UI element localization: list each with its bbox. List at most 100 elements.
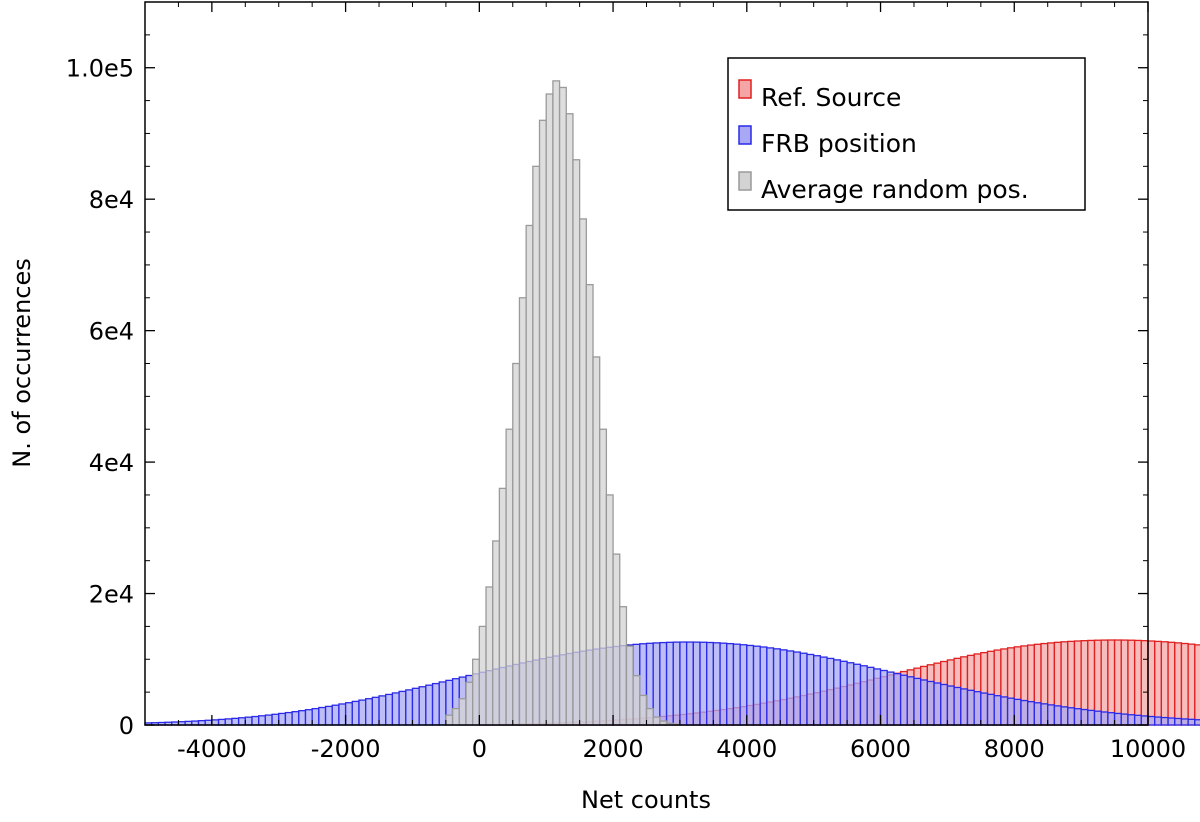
bar-frb-position bbox=[933, 682, 942, 726]
bar-frb-position bbox=[271, 713, 280, 726]
bar-frb-position bbox=[953, 686, 962, 726]
legend-box bbox=[727, 57, 1086, 211]
bar-frb-position bbox=[1020, 699, 1029, 726]
bar-frb-position bbox=[338, 703, 347, 726]
bar-frb-position bbox=[1080, 708, 1089, 726]
bar-frb-position bbox=[712, 642, 721, 726]
legend-swatch-random-pos bbox=[738, 171, 752, 191]
bar-ref-source bbox=[1194, 644, 1200, 726]
legend-label-ref-source: Ref. Source bbox=[761, 83, 901, 112]
bar-frb-position bbox=[893, 673, 902, 726]
legend-label-random-pos: Average random pos. bbox=[761, 175, 1029, 204]
bar-frb-position bbox=[739, 644, 748, 726]
bar-frb-position bbox=[779, 649, 788, 726]
bar-random-pos bbox=[445, 714, 454, 726]
bar-frb-position bbox=[786, 650, 795, 726]
bar-frb-position bbox=[652, 642, 661, 726]
bar-frb-position bbox=[879, 669, 888, 726]
y-axis-title: N. of occurrences bbox=[8, 258, 36, 467]
bar-frb-position bbox=[278, 712, 287, 726]
bar-random-pos bbox=[451, 707, 460, 726]
bar-frb-position bbox=[1127, 714, 1136, 726]
bar-random-pos bbox=[632, 675, 641, 726]
bar-random-pos bbox=[512, 362, 521, 726]
bar-frb-position bbox=[986, 693, 995, 726]
bar-random-pos bbox=[645, 707, 654, 726]
bar-frb-position bbox=[358, 699, 367, 726]
bar-frb-position bbox=[1133, 714, 1142, 726]
legend-swatch-frb-position bbox=[738, 125, 752, 145]
bar-random-pos bbox=[552, 80, 561, 726]
bar-frb-position bbox=[853, 663, 862, 726]
bar-ref-source bbox=[1160, 641, 1169, 726]
bar-random-pos bbox=[558, 86, 567, 726]
bar-frb-position bbox=[886, 671, 895, 726]
bar-frb-position bbox=[926, 680, 935, 726]
bar-random-pos bbox=[532, 165, 541, 726]
bar-frb-position bbox=[298, 710, 307, 726]
bar-frb-position bbox=[726, 642, 735, 726]
legend: Ref. Source FRB position Average random po… bbox=[727, 57, 1086, 211]
bar-frb-position bbox=[1053, 705, 1062, 726]
bar-frb-position bbox=[311, 707, 320, 726]
bar-random-pos bbox=[465, 681, 474, 726]
x-tick-label: 8000 bbox=[984, 735, 1045, 763]
bar-frb-position bbox=[425, 684, 434, 726]
bar-random-pos bbox=[605, 494, 614, 726]
y-tick-label: 6e4 bbox=[89, 318, 134, 346]
bar-frb-position bbox=[418, 686, 427, 726]
bar-frb-position bbox=[1047, 704, 1056, 726]
bar-frb-position bbox=[906, 676, 915, 726]
bar-frb-position bbox=[839, 660, 848, 726]
bar-random-pos bbox=[599, 428, 608, 726]
bar-frb-position bbox=[873, 668, 882, 726]
bar-frb-position bbox=[980, 692, 989, 726]
bar-frb-position bbox=[752, 645, 761, 726]
bar-ref-source bbox=[1133, 639, 1142, 726]
bar-random-pos bbox=[565, 113, 574, 726]
bar-frb-position bbox=[431, 682, 440, 726]
bar-random-pos bbox=[478, 625, 487, 726]
bar-frb-position bbox=[1140, 715, 1149, 726]
bar-frb-position bbox=[940, 683, 949, 726]
bar-random-pos bbox=[458, 698, 467, 726]
x-tick-label: -4000 bbox=[177, 735, 247, 763]
bar-frb-position bbox=[351, 700, 360, 726]
bar-frb-position bbox=[1040, 703, 1049, 726]
bar-random-pos bbox=[639, 694, 648, 726]
bar-frb-position bbox=[692, 641, 701, 726]
bar-frb-position bbox=[231, 717, 240, 726]
bar-frb-position bbox=[806, 653, 815, 726]
bar-ref-source bbox=[1154, 640, 1163, 726]
bar-frb-position bbox=[438, 681, 447, 726]
bar-frb-position bbox=[1167, 717, 1176, 726]
bar-frb-position bbox=[385, 693, 394, 726]
bar-random-pos bbox=[572, 159, 581, 726]
bar-frb-position bbox=[1073, 708, 1082, 726]
bar-frb-position bbox=[866, 666, 875, 726]
bar-random-pos bbox=[585, 283, 594, 726]
y-tick-label: 4e4 bbox=[89, 449, 134, 477]
bar-ref-source bbox=[1167, 641, 1176, 726]
y-tick-label: 0 bbox=[119, 712, 134, 740]
x-tick-label: -2000 bbox=[311, 735, 381, 763]
bar-frb-position bbox=[993, 695, 1002, 726]
bar-random-pos bbox=[592, 356, 601, 726]
bar-random-pos bbox=[518, 297, 527, 726]
bar-frb-position bbox=[826, 657, 835, 726]
bar-frb-position bbox=[365, 698, 374, 726]
bar-frb-position bbox=[244, 716, 253, 726]
bar-frb-position bbox=[706, 641, 715, 726]
x-tick-label: 6000 bbox=[850, 735, 911, 763]
x-tick-label: 4000 bbox=[716, 735, 777, 763]
bar-ref-source bbox=[1120, 639, 1129, 726]
bar-random-pos bbox=[538, 119, 547, 726]
bar-frb-position bbox=[766, 647, 775, 726]
bar-frb-position bbox=[1147, 715, 1156, 726]
bar-frb-position bbox=[1107, 712, 1116, 726]
bar-frb-position bbox=[1093, 710, 1102, 726]
bar-frb-position bbox=[685, 641, 694, 726]
bar-random-pos bbox=[492, 540, 501, 726]
bar-frb-position bbox=[659, 641, 668, 726]
